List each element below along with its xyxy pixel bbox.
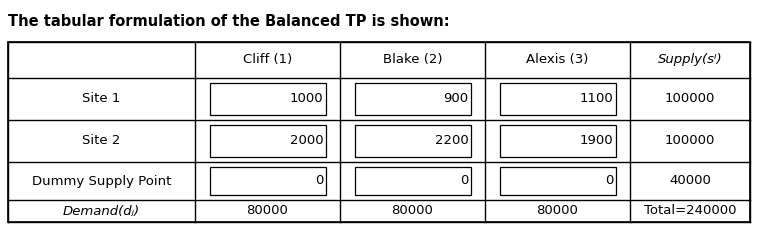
Bar xyxy=(210,125,326,157)
Text: 0: 0 xyxy=(315,174,323,187)
Text: Site 2: Site 2 xyxy=(83,135,120,148)
Bar xyxy=(500,167,615,195)
Bar xyxy=(210,83,326,115)
Text: Total=240000: Total=240000 xyxy=(643,204,737,217)
Text: Cliff (1): Cliff (1) xyxy=(243,53,292,66)
Bar xyxy=(210,167,326,195)
Text: 40000: 40000 xyxy=(669,174,711,187)
Bar xyxy=(500,83,615,115)
Text: 80000: 80000 xyxy=(391,204,434,217)
Text: 1900: 1900 xyxy=(580,135,613,148)
Bar xyxy=(354,167,471,195)
Bar xyxy=(354,125,471,157)
Text: The tabular formulation of the Balanced TP is shown:: The tabular formulation of the Balanced … xyxy=(8,14,450,29)
Text: 1000: 1000 xyxy=(290,92,323,106)
Text: Blake (2): Blake (2) xyxy=(383,53,442,66)
Text: 1100: 1100 xyxy=(580,92,613,106)
Text: 100000: 100000 xyxy=(665,135,715,148)
Text: 80000: 80000 xyxy=(247,204,288,217)
Text: Dummy Supply Point: Dummy Supply Point xyxy=(32,174,171,187)
Bar xyxy=(8,42,750,222)
Bar xyxy=(354,83,471,115)
Text: 900: 900 xyxy=(444,92,469,106)
Text: 0: 0 xyxy=(605,174,613,187)
Text: Site 1: Site 1 xyxy=(83,92,120,106)
Bar xyxy=(500,125,615,157)
Text: 2000: 2000 xyxy=(290,135,323,148)
Text: 2200: 2200 xyxy=(435,135,469,148)
Text: Supply(sᴵ): Supply(sᴵ) xyxy=(658,53,722,66)
Text: Demand(dⱼ): Demand(dⱼ) xyxy=(63,204,140,217)
Text: 0: 0 xyxy=(460,174,469,187)
Text: 100000: 100000 xyxy=(665,92,715,106)
Text: Alexis (3): Alexis (3) xyxy=(526,53,589,66)
Text: 80000: 80000 xyxy=(537,204,578,217)
